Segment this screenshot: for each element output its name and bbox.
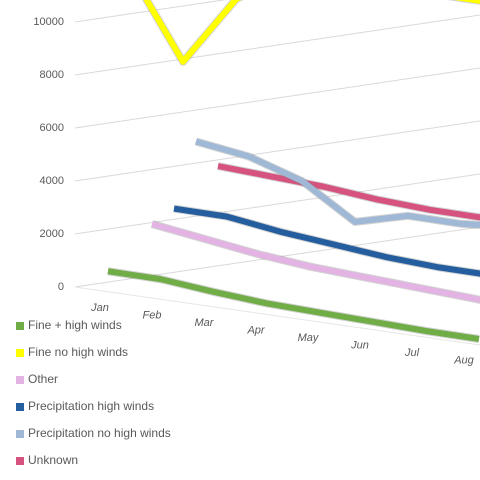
x-tick-label: Mar bbox=[195, 317, 215, 329]
x-tick-label: Jul bbox=[404, 347, 420, 359]
grid-line bbox=[74, 14, 480, 76]
grid-line bbox=[74, 120, 480, 182]
y-tick-label: 6000 bbox=[40, 122, 64, 134]
y-tick-label: 0 bbox=[58, 281, 64, 293]
series-line bbox=[173, 205, 480, 277]
grid-line bbox=[74, 173, 480, 235]
x-tick-label: Apr bbox=[246, 324, 265, 336]
plot-area bbox=[107, 0, 480, 343]
series-line bbox=[195, 138, 480, 228]
y-tick-label: 2000 bbox=[40, 228, 64, 240]
series-line bbox=[143, 0, 480, 65]
legend-swatch bbox=[16, 376, 24, 384]
x-tick-label: Jan bbox=[90, 302, 109, 314]
legend-label: Precipitation no high winds bbox=[28, 426, 171, 440]
x-tick-label: Aug bbox=[453, 354, 474, 366]
legend: Fine + high winds Fine no high winds Other… bbox=[16, 318, 171, 467]
series-line bbox=[151, 221, 480, 303]
legend-swatch bbox=[16, 403, 24, 411]
x-tick-label: May bbox=[298, 332, 320, 344]
grid-line bbox=[74, 67, 480, 129]
series-line-shadow bbox=[142, 0, 480, 66]
y-tick-label: 4000 bbox=[40, 175, 64, 187]
series-line bbox=[217, 163, 480, 221]
grid-line bbox=[74, 0, 227, 23]
legend-swatch bbox=[16, 457, 24, 465]
grid bbox=[74, 0, 480, 346]
legend-label: Precipitation high winds bbox=[28, 399, 154, 413]
axes: 0 2000 4000 6000 8000 10000 Jan Feb Mar Apr May Jun… bbox=[33, 16, 474, 367]
legend-swatch bbox=[16, 349, 24, 357]
legend-label: Unknown bbox=[28, 453, 78, 467]
legend-label: Other bbox=[28, 372, 58, 386]
y-tick-label: 8000 bbox=[40, 69, 64, 81]
legend-label: Fine no high winds bbox=[28, 345, 128, 359]
floor-edge bbox=[74, 286, 480, 346]
y-tick-label: 10000 bbox=[33, 16, 64, 28]
x-tick-label: Jun bbox=[350, 339, 369, 351]
legend-swatch bbox=[16, 430, 24, 438]
series-line bbox=[107, 268, 480, 342]
legend-swatch bbox=[16, 322, 24, 330]
legend-label: Fine + high winds bbox=[28, 318, 122, 332]
x-tick-label: Feb bbox=[143, 309, 162, 321]
